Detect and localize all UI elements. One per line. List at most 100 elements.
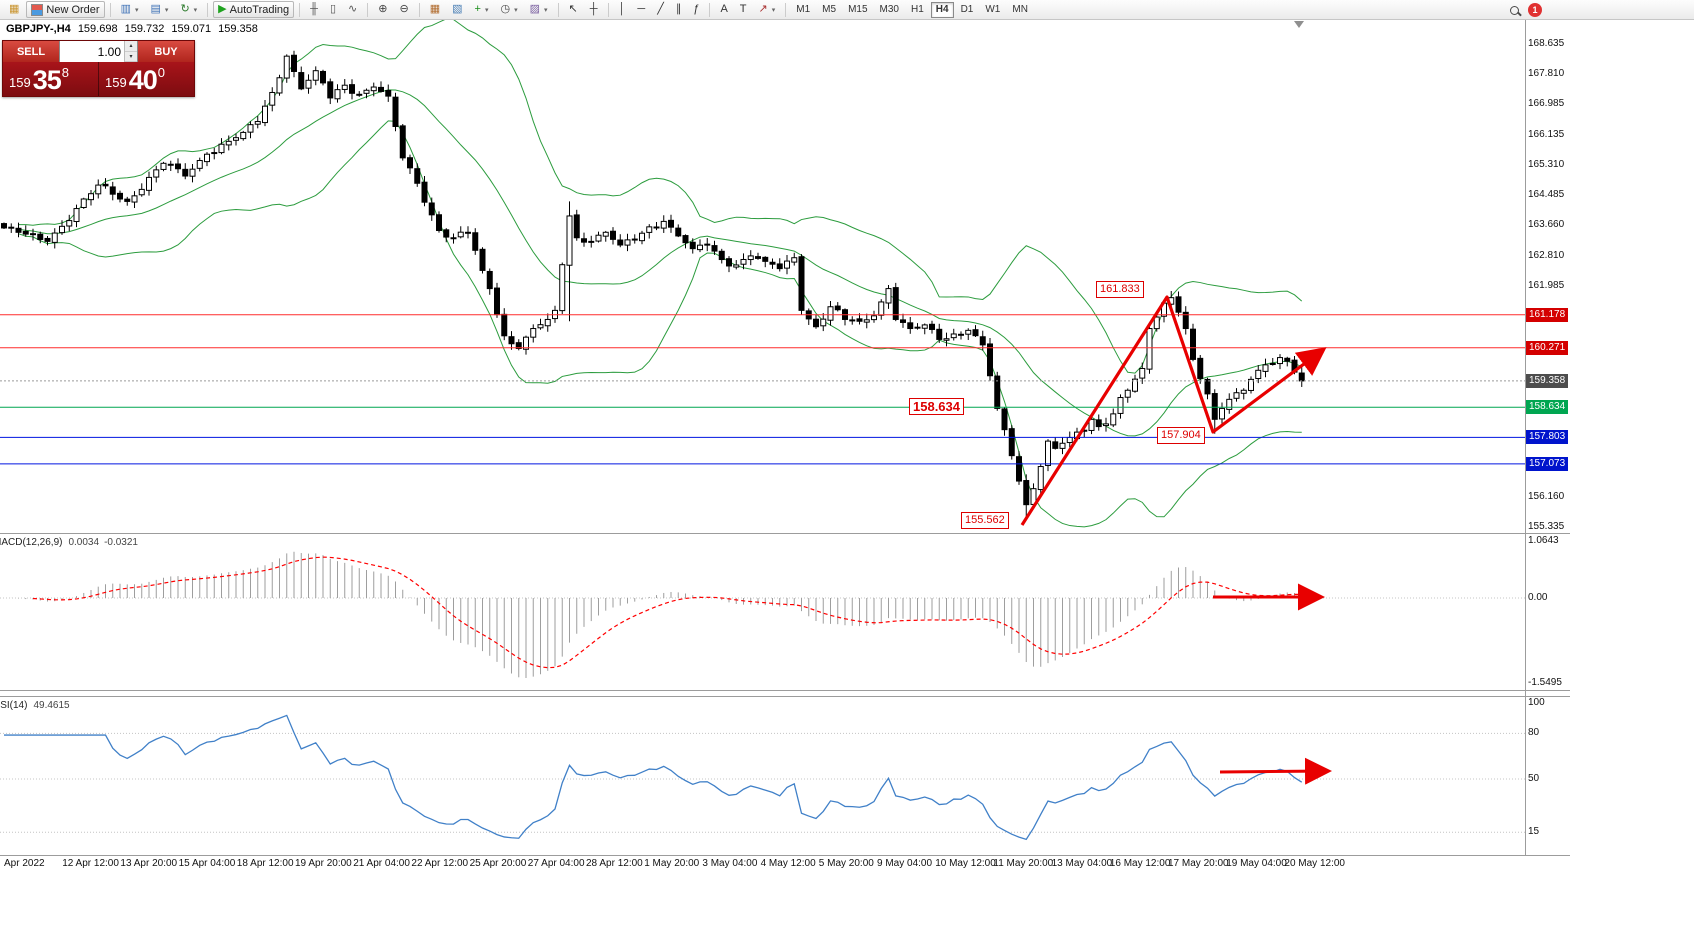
- equidistant-channel-button[interactable]: ∥: [671, 1, 687, 18]
- search-icon[interactable]: [1510, 5, 1519, 15]
- autotrading-button[interactable]: ▶ AutoTrading: [213, 1, 295, 18]
- timeframe-button-m5[interactable]: M5: [822, 4, 837, 15]
- tile-windows-button[interactable]: ▦: [425, 1, 445, 18]
- bollinger-lower-band: [18, 120, 1302, 528]
- candle-up: [312, 70, 319, 81]
- candle-down: [755, 256, 761, 259]
- candle-down: [182, 168, 189, 177]
- profiles-button[interactable]: ▤ ▾: [146, 1, 174, 18]
- volume-up-icon[interactable]: ▴: [125, 41, 137, 52]
- timeframe-button-d1[interactable]: D1: [960, 4, 974, 15]
- equidistant-channel-icon: ∥: [675, 3, 682, 15]
- timeframe-button-m1[interactable]: M1: [796, 4, 811, 15]
- candle-up: [863, 319, 870, 323]
- rsi-trend-arrow[interactable]: [1219, 757, 1332, 785]
- main-price-pane: [0, 20, 1525, 528]
- sell-price[interactable]: 159 35 8: [3, 62, 98, 96]
- candle-down: [1023, 480, 1030, 506]
- timeframe-button-h1[interactable]: H1: [910, 4, 924, 15]
- volume-value[interactable]: 1.00: [97, 44, 121, 59]
- candle-down: [472, 232, 479, 251]
- sell-price-main: 35: [32, 65, 62, 95]
- candle-up: [254, 121, 261, 125]
- timeframe-button-w1[interactable]: W1: [985, 4, 1001, 15]
- candle-down: [892, 287, 899, 320]
- trend-zigzag-arrow[interactable]: [1020, 295, 1327, 526]
- candle-up: [827, 306, 834, 321]
- candle-down: [653, 226, 660, 229]
- toolbar-separator: [785, 2, 787, 17]
- candle-up: [1103, 423, 1109, 427]
- candle-up: [450, 237, 457, 240]
- rsi-line: [4, 714, 1303, 841]
- candle-up: [639, 232, 645, 242]
- candle-up: [247, 124, 254, 133]
- horizontal-line-icon: ─: [637, 3, 646, 15]
- trendline-button[interactable]: ╱: [652, 1, 669, 18]
- candle-up: [921, 324, 928, 329]
- candle-up: [784, 260, 790, 269]
- candle-down: [378, 86, 384, 92]
- candle-up: [1219, 407, 1225, 420]
- candlestick-chart-button[interactable]: ▯: [325, 1, 341, 18]
- candle-up: [1088, 418, 1095, 431]
- candle-up: [457, 231, 464, 238]
- text-label-icon: T: [739, 3, 747, 15]
- zoom-in-button[interactable]: ⊕: [373, 1, 392, 18]
- candle-up: [269, 91, 276, 106]
- volume-spinner[interactable]: ▴ ▾: [124, 41, 137, 62]
- timeframe-button-mn[interactable]: MN: [1012, 4, 1028, 15]
- refresh-button[interactable]: ↻ ▾: [175, 1, 202, 18]
- volume-field[interactable]: 1.00 ▴ ▾: [59, 41, 138, 62]
- notifications-badge[interactable]: 1: [1528, 3, 1542, 17]
- refresh-icon: ↻: [180, 3, 190, 15]
- charts-menu-button[interactable]: ▥ ▾: [116, 1, 144, 18]
- candle-down: [631, 238, 638, 241]
- sell-price-int: 159: [9, 75, 31, 90]
- line-chart-button[interactable]: ∿: [343, 1, 362, 18]
- sell-button[interactable]: SELL: [3, 41, 59, 62]
- candle-up: [465, 231, 471, 234]
- templates-button[interactable]: ▨ ▾: [525, 1, 553, 18]
- cursor-button[interactable]: ↖: [564, 1, 583, 18]
- candle-up: [1139, 367, 1146, 379]
- high-value: 159.732: [124, 23, 165, 35]
- toolbar-separator: [207, 2, 209, 17]
- chevron-down-icon: ▾: [514, 6, 518, 14]
- periods-button[interactable]: ◷ ▾: [495, 1, 522, 18]
- chart-ohlc-readout: GBPJPY-,H4 159.698 159.732 159.071 159.358: [6, 23, 258, 35]
- buy-price[interactable]: 159 40 0: [98, 62, 194, 96]
- fibonacci-button[interactable]: ƒ: [688, 1, 704, 18]
- candle-down: [298, 72, 305, 90]
- candle-down: [508, 336, 515, 345]
- timeframe-button-m15[interactable]: M15: [848, 4, 868, 15]
- rsi-pane: [0, 714, 1525, 841]
- timeframe-button-h4[interactable]: H4: [930, 1, 954, 18]
- candle-down: [689, 241, 696, 250]
- indicators-button[interactable]: + ▾: [470, 1, 494, 18]
- terminal-chart-button[interactable]: ▦: [4, 1, 24, 18]
- arrows-object-button[interactable]: ↗ ▾: [754, 1, 781, 18]
- new-order-button[interactable]: New Order: [26, 1, 105, 18]
- candle-down: [813, 318, 819, 328]
- bars-chart-button[interactable]: ╫: [305, 1, 323, 18]
- text-label-button[interactable]: T: [735, 1, 752, 18]
- text-button[interactable]: A: [715, 1, 732, 18]
- candle-down: [769, 261, 776, 265]
- candle-down: [291, 54, 297, 72]
- buy-button[interactable]: BUY: [138, 41, 194, 62]
- crosshair-button[interactable]: ┼: [585, 1, 603, 18]
- timeframe-button-m30[interactable]: M30: [879, 4, 899, 15]
- candle-up: [363, 89, 370, 94]
- cascade-windows-button[interactable]: ▧: [447, 1, 467, 18]
- zoom-out-button[interactable]: ⊖: [394, 1, 413, 18]
- candle-down: [581, 238, 587, 243]
- cascade-windows-icon: ▧: [452, 3, 463, 15]
- volume-down-icon[interactable]: ▾: [125, 51, 137, 62]
- candle-down: [1211, 393, 1218, 420]
- vertical-line-button[interactable]: │: [614, 1, 631, 18]
- candle-down: [501, 313, 508, 337]
- chart-shift-marker-icon[interactable]: [1294, 21, 1304, 28]
- horizontal-line-button[interactable]: ─: [632, 1, 650, 18]
- candle-up: [73, 208, 80, 223]
